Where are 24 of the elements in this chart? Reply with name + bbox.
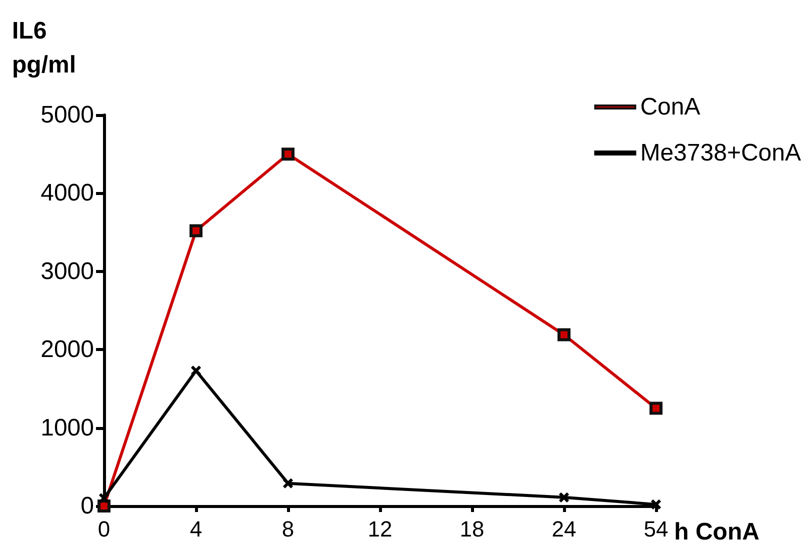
x-tick-label: 54 [644,516,668,542]
x-axis-title: h ConA [674,518,760,546]
y-tick-label: 3000 [40,258,94,285]
point [650,402,662,415]
point [282,478,294,489]
x-tick-label: 24 [552,516,576,542]
y-tick-label: 4000 [40,180,94,207]
x-tick-label: 8 [282,516,294,542]
legend-label: ConA [640,94,700,120]
x-tick-label: 18 [460,516,484,542]
x-tick-label: 12 [368,516,392,542]
y-tick-label: 2000 [40,336,94,364]
x-tick-label: 0 [98,516,110,542]
point [190,224,202,238]
legend-label: Me3738+ConA [640,140,801,166]
y-axis-title: IL6 pg/ml [12,18,76,78]
point [282,148,294,161]
point [558,328,570,342]
y-tick-label: 5000 [40,102,94,128]
y-tick-label: 0 [80,492,94,520]
point [558,492,570,503]
y-tick-label: 1000 [40,414,94,442]
point [98,492,110,504]
x-tick-label: 4 [190,516,202,542]
